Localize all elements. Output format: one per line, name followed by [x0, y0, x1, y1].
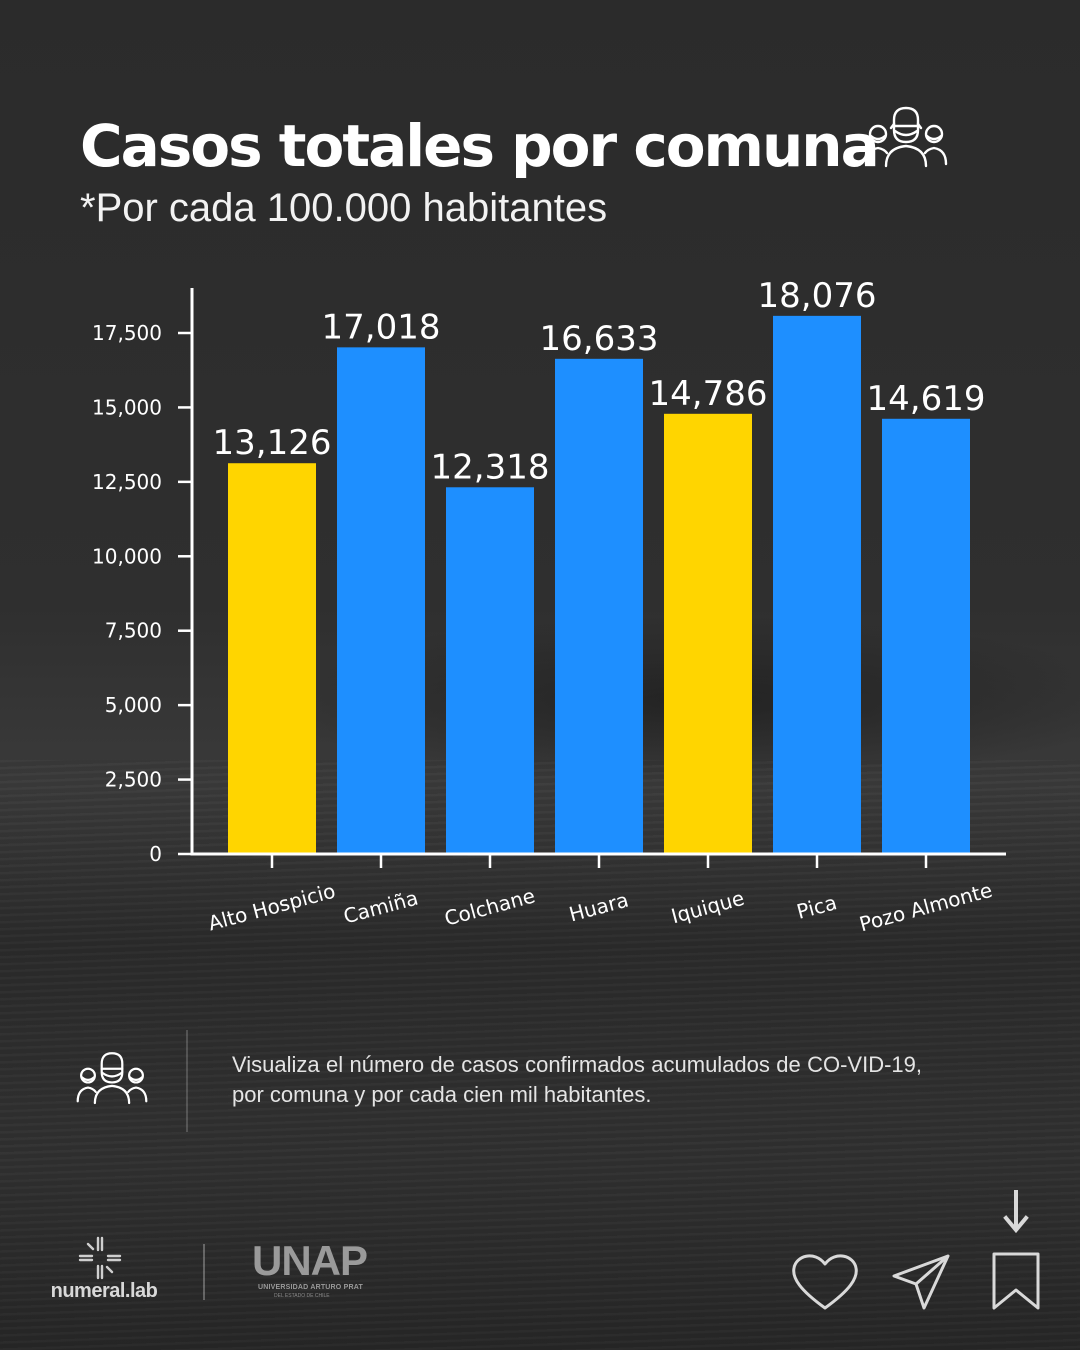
page-title: Casos totales por comuna [80, 112, 880, 180]
people-masks-icon [864, 106, 948, 168]
unap-subtext: UNIVERSIDAD ARTURO PRAT [258, 1284, 363, 1291]
bar-value-label: 14,786 [649, 374, 768, 414]
bar [337, 347, 425, 853]
x-tick-label: Pozo Almonte [857, 878, 995, 937]
page-subtitle: *Por cada 100.000 habitantes [80, 186, 607, 231]
x-tick-label: Alto Hospicio [206, 879, 338, 936]
bar [228, 463, 316, 853]
send-icon[interactable] [890, 1252, 952, 1312]
y-tick-label: 7,500 [105, 619, 162, 643]
subtitle-number: 100.000 [266, 186, 412, 230]
bar-value-label: 17,018 [322, 307, 441, 347]
heart-icon[interactable] [790, 1250, 860, 1312]
arrow-down-icon [1003, 1190, 1029, 1234]
bar [446, 487, 534, 853]
bar-chart: 0 2,500 5,000 7,500 10,000 12,500 15,000 17,500… [92, 276, 1006, 937]
bar [664, 413, 752, 853]
numeral-lab-logo: numeral.lab [48, 1236, 160, 1306]
y-tick-label: 15,000 [92, 395, 162, 419]
unap-tiny-text: DEL ESTADO DE CHILE [274, 1293, 330, 1299]
y-tick-label: 0 [149, 842, 162, 866]
unap-logo: UNAP UNIVERSIDAD ARTURO PRAT DEL ESTADO … [252, 1240, 368, 1300]
background-water-texture [0, 760, 1080, 1350]
people-masks-icon [76, 1052, 148, 1105]
x-tick-label: Pica [794, 890, 839, 924]
x-tick-label: Camiña [341, 886, 421, 929]
bar-value-label: 12,318 [431, 447, 550, 487]
x-tick-label: Iquique [669, 886, 747, 928]
numeral-lab-mark-icon [78, 1236, 122, 1280]
bar [773, 315, 861, 853]
bar [555, 358, 643, 853]
x-tick-label: Colchane [442, 883, 538, 930]
subtitle-prefix: *Por cada [80, 186, 267, 230]
logos-divider [203, 1244, 205, 1300]
description-text: Visualiza el número de casos confirmados… [232, 1052, 922, 1107]
unap-wordmark: UNAP [252, 1237, 368, 1284]
y-tick-label: 12,500 [92, 470, 162, 494]
y-tick-label: 5,000 [105, 693, 162, 717]
subtitle-suffix: habitantes [411, 186, 608, 230]
bar-value-label: 14,619 [867, 379, 986, 419]
bar-value-label: 13,126 [213, 423, 332, 463]
bar-value-label: 18,076 [758, 276, 877, 316]
numeral-lab-wordmark: numeral.lab [50, 1280, 158, 1302]
bar [882, 418, 970, 853]
bar-value-label: 16,633 [540, 319, 659, 359]
y-tick-label: 2,500 [105, 768, 162, 792]
bookmark-icon[interactable] [990, 1250, 1042, 1312]
x-tick-label: Huara [566, 888, 631, 927]
y-tick-label: 17,500 [92, 321, 162, 345]
description-divider [186, 1030, 188, 1132]
y-tick-label: 10,000 [92, 544, 162, 568]
